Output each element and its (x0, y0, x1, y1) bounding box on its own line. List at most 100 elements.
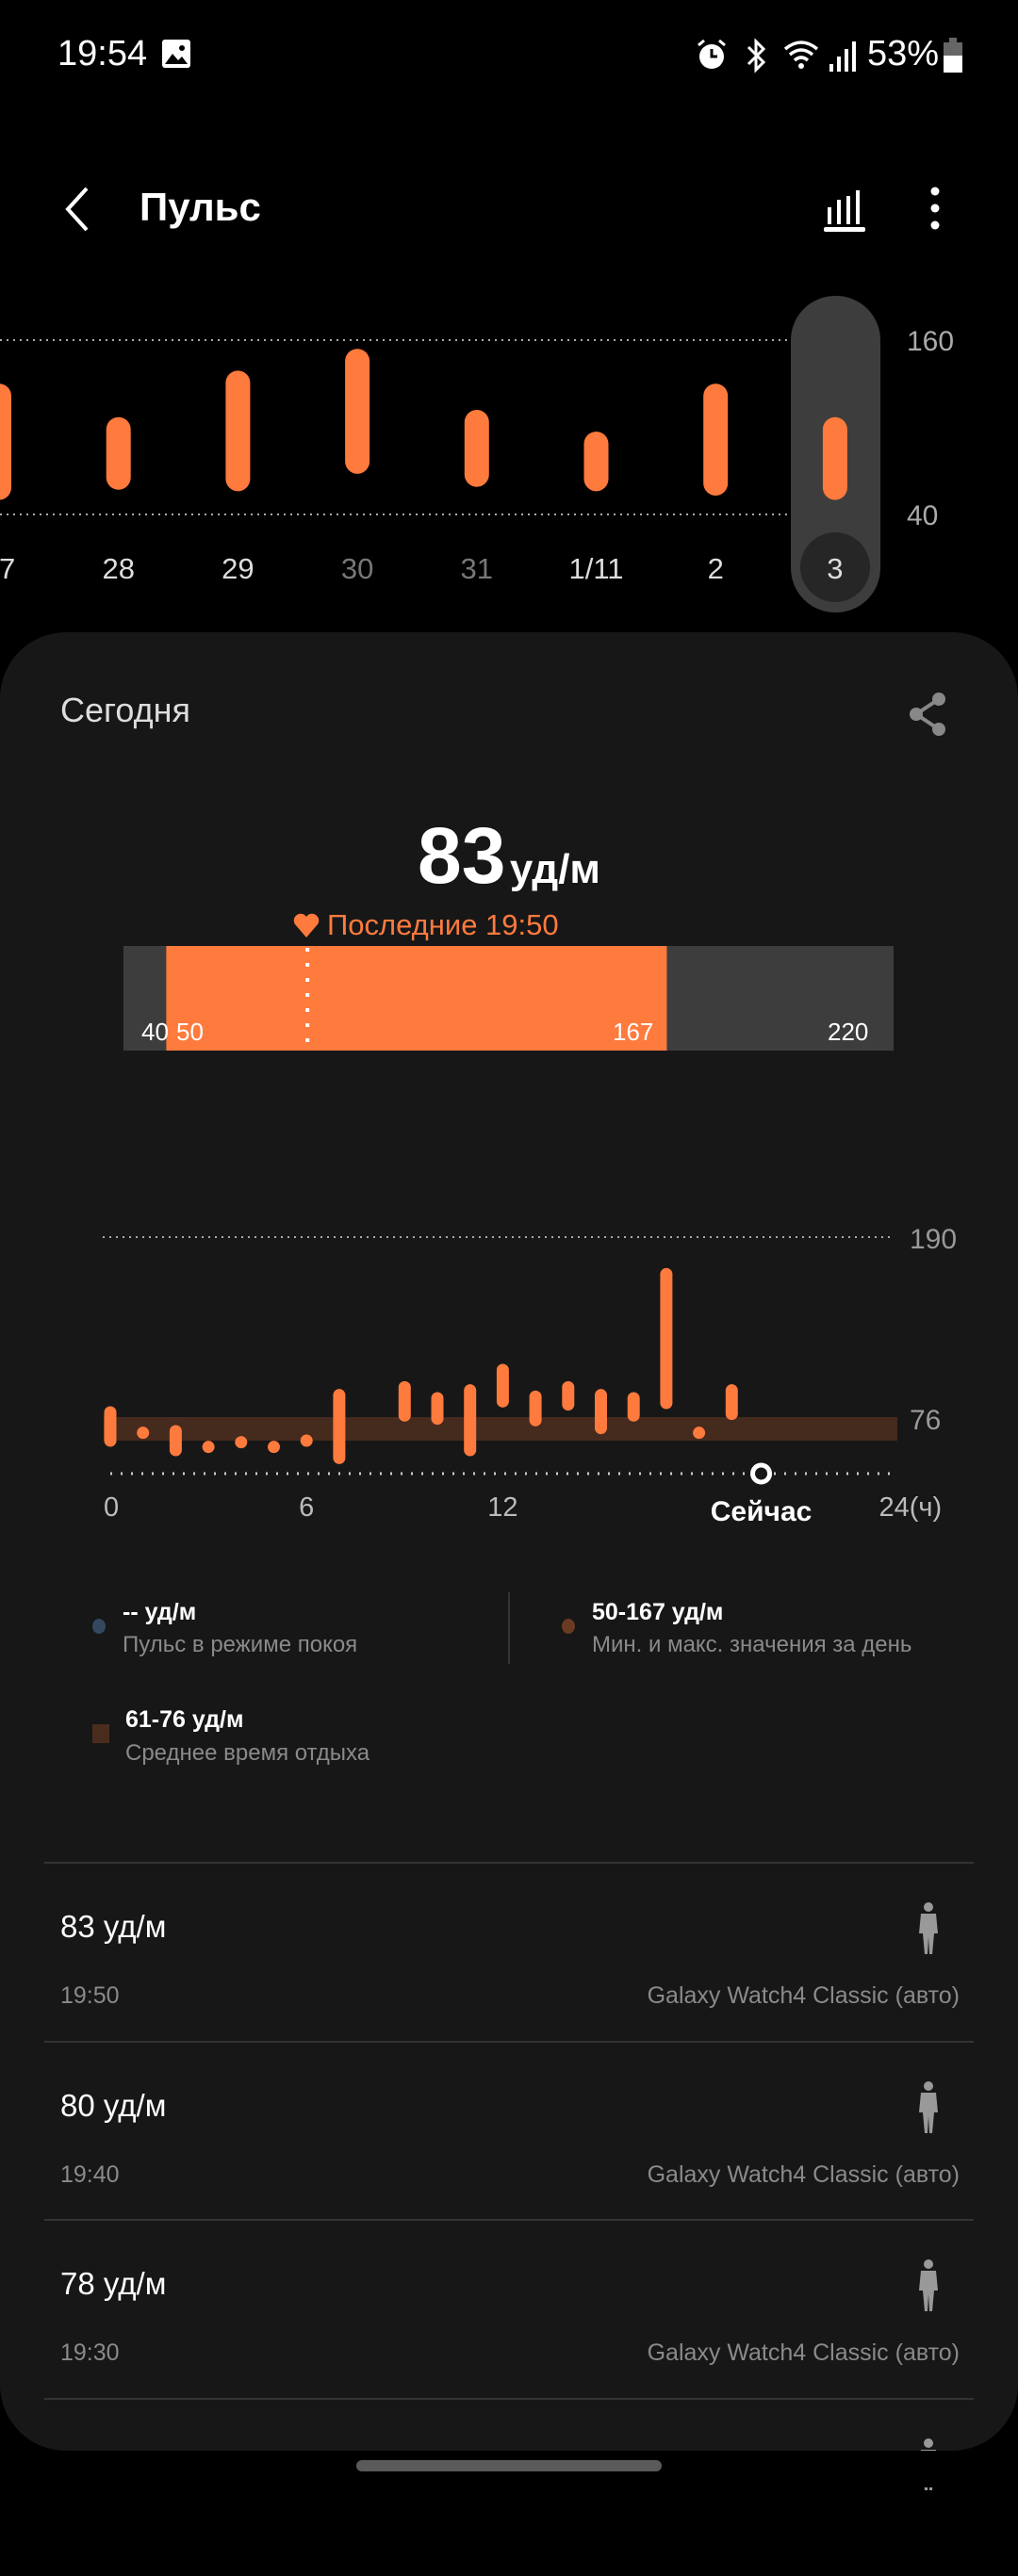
battery-percent: 53% (867, 34, 940, 73)
list-divider (44, 2397, 974, 2400)
range-scale-max: 220 (828, 1018, 869, 1046)
range-fill (166, 946, 667, 1051)
y-tick-label: 160 (907, 326, 954, 357)
heart-icon (293, 913, 320, 937)
now-label: Сейчас (711, 1496, 813, 1527)
signal-icon (829, 41, 856, 72)
hour-range-bar (398, 1380, 411, 1422)
list-item[interactable]: 78 уд/м 19:30 Galaxy Watch4 Classic (авт… (0, 2219, 1018, 2397)
selected-day-circle (800, 532, 870, 602)
hour-range-bar (660, 1267, 673, 1410)
y-tick-label: 190 (910, 1224, 957, 1255)
legend-value: -- уд/м (123, 1599, 197, 1625)
legend-label: Мин. и макс. значения за день (592, 1632, 912, 1657)
day-range-bar (0, 383, 11, 500)
share-icon[interactable] (907, 692, 948, 737)
list-divider (44, 2219, 974, 2221)
last-measured: Последние 19:50 (327, 908, 559, 941)
day-label: 28 (102, 552, 134, 585)
legend-label: Пульс в режиме покоя (123, 1632, 358, 1657)
list-item[interactable]: 83 уд/м 19:50 Galaxy Watch4 Classic (авт… (0, 1862, 1018, 2040)
home-indicator[interactable] (356, 2460, 662, 2471)
range-max: 167 (613, 1018, 654, 1046)
list-divider (44, 1862, 974, 1864)
x-tick-label: 6 (299, 1492, 314, 1523)
hour-range-bar (104, 1406, 117, 1447)
person-icon (919, 1902, 938, 1954)
hour-range-bar (202, 1441, 215, 1454)
day-range-bar (106, 416, 131, 490)
hour-range-bar (300, 1434, 313, 1447)
list-divider (44, 2040, 974, 2043)
today-title: Сегодня (60, 691, 190, 729)
person-icon (919, 2259, 938, 2311)
record-time: 19:50 (60, 1982, 120, 2009)
y-tick-label: 76 (910, 1405, 941, 1436)
record-source: Galaxy Watch4 Classic (авто) (647, 1982, 960, 2009)
legend-dot (562, 1619, 575, 1634)
day-label: 27 (0, 552, 15, 585)
record-value: 83 уд/м (60, 1909, 167, 1944)
record-value: 78 уд/м (60, 2266, 167, 2301)
page-title: Пульс (140, 185, 261, 229)
x-tick-label: 0 (104, 1492, 119, 1523)
day-range-bar (822, 416, 847, 500)
chevron-left-icon[interactable] (60, 185, 92, 234)
current-heart-rate: 83 уд/м (0, 810, 1018, 902)
hour-range-bar (431, 1392, 444, 1426)
range-scale-min: 40 (141, 1018, 169, 1046)
day-range-bar (464, 410, 489, 487)
gallery-icon (162, 40, 190, 68)
rest-band (104, 1417, 897, 1442)
status-time: 19:54 (57, 34, 148, 73)
day-range-bar (703, 383, 729, 496)
hour-range-bar (725, 1384, 738, 1421)
bar-chart-icon[interactable] (822, 188, 869, 232)
day-label: 1/11 (568, 552, 623, 585)
day-range-bar (583, 432, 609, 492)
hour-range-bar (235, 1436, 248, 1449)
hour-range-bar (137, 1427, 150, 1440)
heart-rate-unit: уд/м (509, 846, 600, 892)
legend-value: 50-167 уд/м (592, 1599, 724, 1625)
day-label: 3 (827, 552, 843, 585)
hour-range-bar (268, 1441, 280, 1454)
list-item[interactable]: 80 уд/м 19:40 Galaxy Watch4 Classic (авт… (0, 2041, 1018, 2219)
day-label: 2 (708, 552, 724, 585)
legend-dot (92, 1619, 106, 1634)
hourly-chart[interactable]: 190 76 0 6 12 24(ч) Сейчас (0, 0, 1018, 1602)
hour-range-bar (529, 1390, 542, 1427)
legend-divider (508, 1592, 510, 1664)
hour-range-bar (595, 1389, 607, 1435)
day-label: 31 (461, 552, 493, 585)
legend-square (92, 1724, 109, 1743)
record-time: 19:30 (60, 2340, 120, 2366)
hour-range-bar (333, 1389, 346, 1464)
hour-range-bar (496, 1363, 509, 1408)
weekly-chart[interactable]: 160 40 27 28 29 30 31 1/11 2 3 (0, 0, 1018, 660)
day-range-bar (345, 349, 370, 474)
record-time: 19:40 (60, 2160, 120, 2188)
hour-range-bar (562, 1380, 575, 1411)
day-label: 29 (222, 552, 254, 585)
day-label: 30 (341, 552, 373, 585)
y-tick-label: 40 (907, 500, 938, 531)
hour-range-bar (693, 1427, 706, 1440)
now-marker (750, 1462, 773, 1485)
more-vertical-icon[interactable] (928, 187, 942, 230)
x-tick-label: 24(ч) (878, 1492, 942, 1523)
range-min: 50 (176, 1018, 204, 1046)
alarm-icon (698, 39, 726, 69)
hour-range-bar (169, 1425, 182, 1457)
person-icon (919, 2080, 938, 2133)
legend-label: Среднее время отдыха (125, 1740, 370, 1766)
wifi-icon (783, 41, 819, 69)
hour-range-bar (627, 1392, 640, 1422)
daily-range-bar (123, 946, 894, 1051)
day-range-bar (225, 370, 251, 492)
battery-icon (944, 38, 962, 73)
legend-value: 61-76 уд/м (125, 1706, 244, 1733)
today-card (0, 632, 1018, 2451)
x-tick-label: 12 (487, 1492, 517, 1523)
record-value: 80 уд/м (60, 2087, 167, 2123)
